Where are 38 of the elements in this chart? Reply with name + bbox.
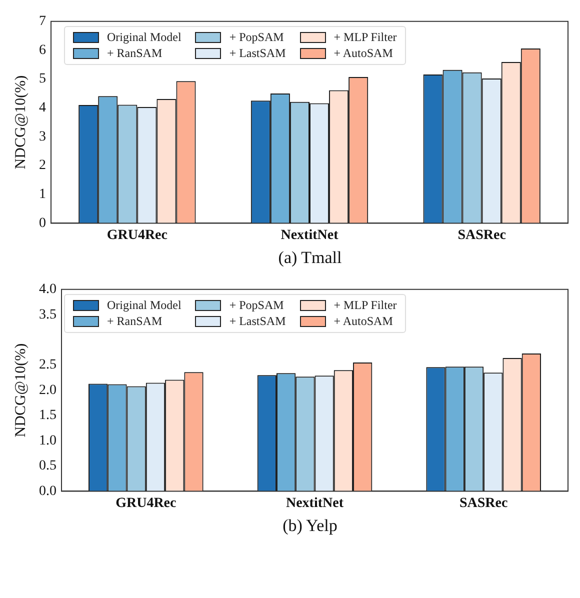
- y-tick-label: 2.5: [39, 358, 56, 373]
- y-tick-label: 3.5: [39, 307, 56, 322]
- legend-label: + LastSAM: [229, 314, 286, 329]
- y-tick-label: 6: [39, 42, 46, 58]
- legend-label: + PopSAM: [229, 298, 284, 313]
- x-tick-label: SASRec: [459, 496, 508, 512]
- text: (b) Yelp: [282, 516, 338, 536]
- legend-label: + AutoSAM: [334, 314, 393, 329]
- y-tick-label: 1: [39, 187, 46, 202]
- y-tick-label: 4.0: [39, 282, 56, 298]
- y-tick-label: 2.0: [39, 382, 56, 398]
- y-tick-label: 7: [39, 14, 46, 30]
- x-tick-label: NextitNet: [280, 228, 339, 244]
- legend-label: + MLP Filter: [334, 298, 397, 313]
- legend-label: + RanSAM: [107, 314, 162, 329]
- text: (a) Tmall: [277, 248, 343, 268]
- x-tick-label: GRU4Rec: [106, 228, 168, 244]
- y-tick-label: 2: [39, 158, 46, 174]
- y-axis-title: NDCG@10(%): [12, 75, 29, 170]
- y-tick-label: 1.0: [39, 433, 56, 448]
- legend-label: Original Model: [107, 298, 182, 313]
- x-tick-label: SASRec: [458, 228, 506, 244]
- y-tick-label: 0: [39, 216, 46, 231]
- legend-label: + AutoSAM: [334, 46, 393, 61]
- legend-label: + PopSAM: [229, 30, 284, 45]
- y-tick-label: 0.5: [39, 458, 56, 474]
- legend-label: + MLP Filter: [334, 30, 397, 45]
- y-tick-label: 5: [39, 72, 46, 87]
- x-tick-label: NextitNet: [286, 496, 344, 512]
- y-tick-label: 4: [39, 100, 46, 116]
- legend-label: + LastSAM: [229, 46, 286, 61]
- y-tick-label: 3: [39, 129, 46, 144]
- x-tick-label: GRU4Rec: [116, 496, 176, 512]
- y-axis-title: NDCG@10(%): [12, 343, 29, 438]
- legend-label: + RanSAM: [107, 46, 162, 61]
- legend-label: Original Model: [107, 30, 182, 45]
- y-tick-label: 1.5: [39, 408, 56, 424]
- y-tick-label: 0.0: [39, 484, 56, 499]
